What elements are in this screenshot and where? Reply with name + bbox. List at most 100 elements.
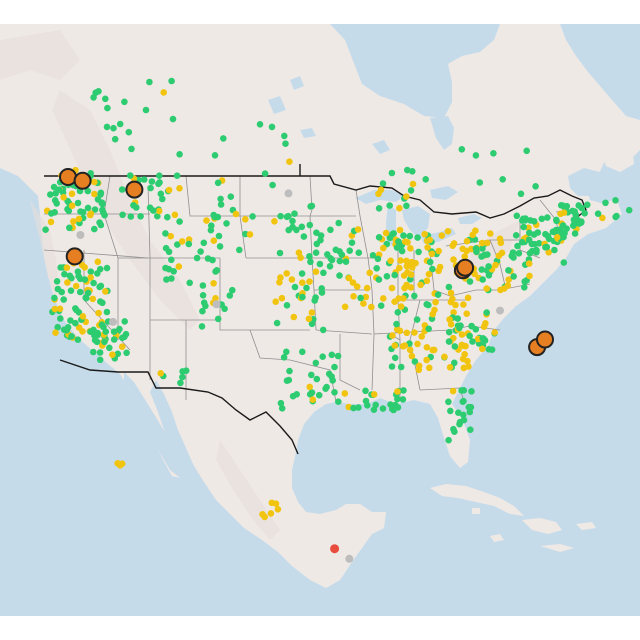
station-dot[interactable] <box>391 342 399 349</box>
station-dot[interactable] <box>342 258 350 266</box>
station-dot[interactable] <box>51 209 58 216</box>
station-dot[interactable] <box>91 190 98 198</box>
station-dot[interactable] <box>123 349 130 357</box>
station-dot[interactable] <box>328 351 336 359</box>
station-dot[interactable] <box>449 295 456 303</box>
station-dot[interactable] <box>460 397 467 405</box>
station-dot[interactable] <box>411 329 418 336</box>
station-dot[interactable] <box>53 278 61 285</box>
station-dot[interactable] <box>87 268 95 276</box>
station-dot[interactable] <box>517 190 525 198</box>
station-dot[interactable] <box>94 329 101 337</box>
station-dot[interactable] <box>156 172 163 179</box>
station-dot[interactable] <box>242 216 249 223</box>
station-dot[interactable] <box>169 115 177 123</box>
station-dot[interactable] <box>214 213 222 221</box>
station-dot[interactable] <box>479 345 486 353</box>
station-dot[interactable] <box>163 276 170 283</box>
station-dot[interactable] <box>283 302 291 309</box>
station-dot[interactable] <box>498 249 506 257</box>
station-dot[interactable] <box>473 248 480 256</box>
station-dot[interactable] <box>479 276 487 283</box>
station-usg-marker[interactable] <box>536 330 554 349</box>
station-dot[interactable] <box>164 213 171 221</box>
station-dot[interactable] <box>450 309 457 316</box>
station-dot[interactable] <box>466 408 474 416</box>
station-dot[interactable] <box>308 309 316 316</box>
station-dot[interactable] <box>320 269 327 277</box>
station-dot[interactable] <box>389 332 396 339</box>
station-dot[interactable] <box>466 278 474 285</box>
station-dot[interactable] <box>389 230 396 238</box>
station-dot[interactable] <box>447 289 455 297</box>
station-dot[interactable] <box>199 307 206 315</box>
station-dot[interactable] <box>491 329 499 336</box>
station-dot[interactable] <box>469 338 476 345</box>
station-dot[interactable] <box>103 308 111 316</box>
station-dot[interactable] <box>305 315 313 323</box>
station-dot[interactable] <box>168 275 175 282</box>
station-dot[interactable] <box>56 305 64 313</box>
station-dot[interactable] <box>232 210 240 218</box>
station-dot[interactable] <box>533 246 540 254</box>
station-dot[interactable] <box>483 239 491 247</box>
station-dot[interactable] <box>388 169 396 177</box>
station-dot[interactable] <box>326 263 334 270</box>
station-dot[interactable] <box>414 340 421 348</box>
station-dot[interactable] <box>451 428 458 436</box>
station-usg-marker[interactable] <box>456 258 475 277</box>
station-dot[interactable] <box>559 202 567 209</box>
station-dot[interactable] <box>485 272 493 279</box>
station-dot[interactable] <box>412 259 419 267</box>
station-dot[interactable] <box>312 268 320 276</box>
station-dot[interactable] <box>81 276 89 283</box>
station-dot[interactable] <box>146 78 153 86</box>
station-dot[interactable] <box>96 349 104 356</box>
station-dot[interactable] <box>70 218 77 225</box>
station-dot[interactable] <box>84 204 92 212</box>
station-dot[interactable] <box>451 359 458 367</box>
station-dot[interactable] <box>496 235 504 243</box>
station-dot[interactable] <box>445 436 452 444</box>
station-no-data-dot[interactable] <box>345 554 354 563</box>
station-dot[interactable] <box>227 193 235 200</box>
station-dot[interactable] <box>490 150 497 157</box>
station-dot[interactable] <box>277 399 285 407</box>
station-dot[interactable] <box>295 249 303 256</box>
station-dot[interactable] <box>276 249 284 257</box>
station-dot[interactable] <box>74 336 82 344</box>
station-dot[interactable] <box>75 215 83 223</box>
station-dot[interactable] <box>51 294 58 302</box>
station-dot[interactable] <box>217 195 224 203</box>
station-dot[interactable] <box>487 230 494 237</box>
station-dot[interactable] <box>435 267 442 275</box>
station-dot[interactable] <box>392 401 399 409</box>
station-dot[interactable] <box>173 172 181 179</box>
station-dot[interactable] <box>553 234 561 241</box>
station-dot[interactable] <box>441 353 448 361</box>
station-dot[interactable] <box>350 404 357 412</box>
station-dot[interactable] <box>341 303 349 311</box>
station-dot[interactable] <box>90 279 97 287</box>
station-unhealthy-dot[interactable] <box>330 544 340 554</box>
station-dot[interactable] <box>563 225 570 232</box>
station-dot[interactable] <box>203 217 210 224</box>
station-dot[interactable] <box>68 190 76 198</box>
station-dot[interactable] <box>312 249 320 256</box>
station-dot[interactable] <box>444 228 452 235</box>
station-dot[interactable] <box>185 240 193 248</box>
station-dot[interactable] <box>372 401 380 409</box>
station-dot[interactable] <box>375 205 383 212</box>
station-dot[interactable] <box>375 234 383 241</box>
station-usg-marker[interactable] <box>59 168 77 186</box>
station-dot[interactable] <box>426 258 434 266</box>
station-dot[interactable] <box>451 343 459 350</box>
station-dot[interactable] <box>60 194 67 201</box>
station-dot[interactable] <box>449 387 457 395</box>
station-dot[interactable] <box>220 135 227 142</box>
station-dot[interactable] <box>458 331 466 338</box>
station-dot[interactable] <box>87 274 94 281</box>
station-dot[interactable] <box>445 283 453 291</box>
station-dot[interactable] <box>514 242 521 250</box>
station-dot[interactable] <box>176 218 183 225</box>
